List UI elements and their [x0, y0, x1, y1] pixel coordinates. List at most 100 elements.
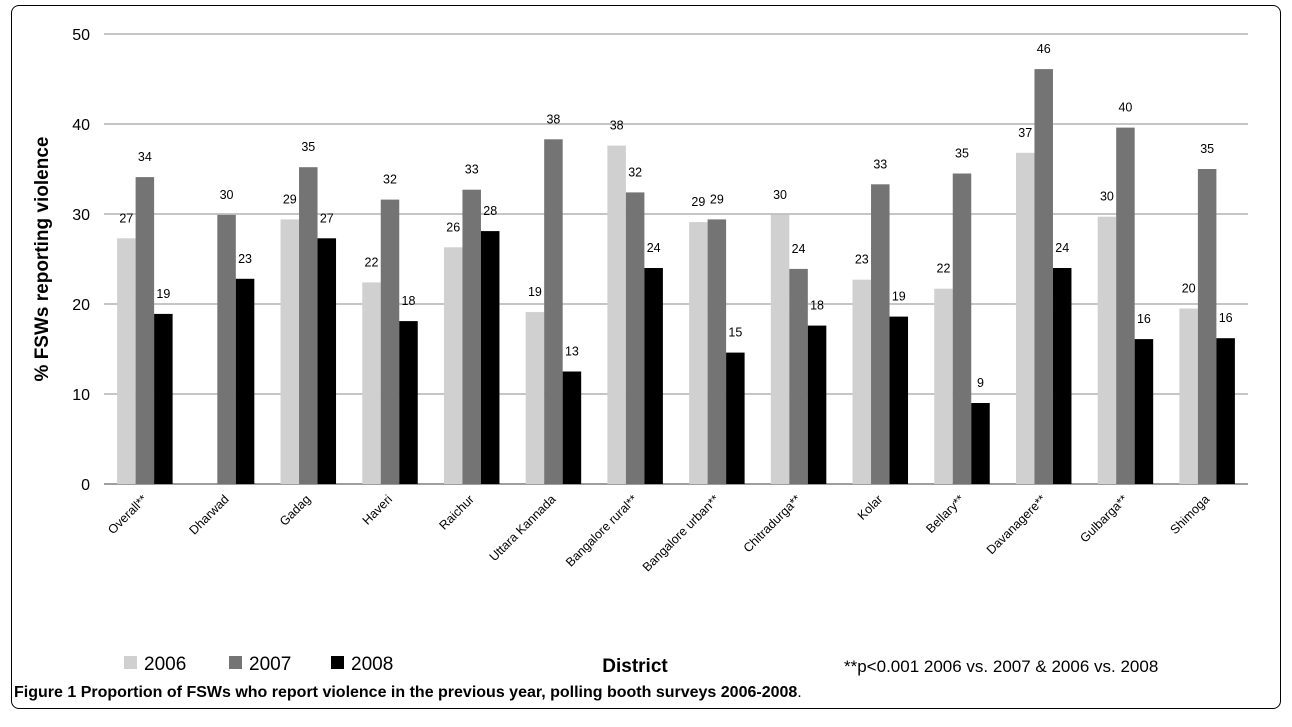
- bar-chart: 0 10 20 30 40 50 27 34 19 30 23 29 35 27 22 32 18 26 33 28…: [32, 27, 1248, 677]
- bar-2006: [443, 247, 463, 484]
- bar-2006: [1097, 216, 1117, 484]
- data-label: 9: [977, 376, 984, 390]
- bar-2008: [644, 268, 663, 484]
- figure-caption-text: Proportion of FSWs who report violence i…: [80, 684, 798, 701]
- data-label: 46: [1037, 42, 1051, 56]
- category-label: Uttara Kannada: [487, 492, 559, 564]
- bar-2006: [934, 288, 953, 484]
- legend-swatch-2006: [124, 656, 137, 669]
- bar-2007: [462, 189, 481, 484]
- bar-2006: [770, 214, 790, 484]
- category-label: Dharwad: [186, 492, 231, 537]
- data-label: 19: [156, 287, 170, 301]
- legend-label-2007: 2007: [249, 654, 291, 675]
- legend-label-2008: 2008: [351, 654, 393, 675]
- bar-2007: [1197, 169, 1217, 484]
- data-label: 18: [402, 294, 416, 308]
- data-label: 19: [528, 285, 542, 299]
- category-label: Bangalore rural**: [563, 492, 640, 569]
- data-label: 35: [301, 140, 315, 154]
- category-label: Gadag: [277, 492, 313, 528]
- bar-2006: [525, 312, 545, 484]
- data-labels: 27 34 19 30 23 29 35 27 22 32 18 26 33 28 19 38 13 38 32 24…: [119, 42, 1232, 390]
- data-label: 16: [1219, 311, 1233, 325]
- significance-note: **p<0.001 2006 vs. 2007 & 2006 vs. 2008: [844, 657, 1158, 676]
- bar-2008: [807, 325, 827, 484]
- category-label: Chitradurga**: [741, 492, 804, 555]
- bar-2006: [1015, 152, 1035, 485]
- data-label: 38: [546, 112, 560, 126]
- bar-2007: [544, 139, 563, 485]
- data-label: 30: [773, 188, 787, 202]
- bar-2006: [1179, 308, 1198, 484]
- data-label: 23: [238, 252, 252, 266]
- bar-2007: [625, 192, 645, 484]
- category-label: Raichur: [436, 492, 476, 532]
- category-label: Overall**: [105, 492, 150, 537]
- x-axis-title: District: [602, 656, 668, 677]
- data-label: 13: [565, 345, 579, 359]
- legend: 2006 2007 2008: [124, 654, 393, 675]
- bar-2007: [871, 184, 890, 485]
- bar-2008: [480, 231, 500, 484]
- bar-2008: [971, 403, 990, 484]
- bar-2007: [135, 177, 155, 484]
- y-tick-label: 20: [72, 297, 90, 314]
- data-label: 35: [955, 147, 969, 161]
- data-label: 24: [792, 242, 806, 256]
- data-label: 18: [810, 299, 824, 313]
- figure-caption: Figure 1 Proportion of FSWs who report v…: [14, 684, 802, 702]
- data-label: 22: [365, 255, 379, 269]
- data-label: 29: [283, 192, 297, 206]
- y-axis-title: % FSWs reporting violence: [32, 137, 53, 382]
- data-label: 26: [446, 220, 460, 234]
- data-label: 15: [728, 326, 742, 340]
- bar-2007: [380, 199, 400, 484]
- bar-2006: [362, 282, 381, 484]
- y-tick-label: 50: [72, 27, 90, 44]
- data-label: 32: [383, 173, 397, 187]
- data-label: 20: [1182, 282, 1196, 296]
- bar-2007: [707, 219, 727, 484]
- bar-2008: [562, 371, 582, 484]
- bar-2008: [399, 321, 418, 484]
- bar-2006: [280, 219, 300, 484]
- category-label: Bangalore urban**: [640, 492, 722, 574]
- data-label: 37: [1018, 126, 1032, 140]
- bar-2007: [1034, 69, 1053, 484]
- bar-2008: [317, 238, 337, 484]
- legend-swatch-2008: [331, 656, 344, 669]
- data-label: 27: [320, 211, 334, 225]
- data-label: 35: [1200, 142, 1214, 156]
- bar-2007: [217, 214, 236, 484]
- data-label: 30: [1100, 190, 1114, 204]
- caption-period: .: [797, 684, 802, 701]
- data-label: 24: [1055, 241, 1069, 255]
- bar-2007: [789, 268, 808, 484]
- bar-2008: [726, 352, 745, 484]
- category-label: Shimoga: [1167, 492, 1212, 537]
- data-label: 34: [138, 150, 152, 164]
- data-label: 38: [610, 119, 624, 133]
- data-label: 29: [691, 195, 705, 209]
- y-tick-labels: 0 10 20 30 40 50: [72, 27, 90, 494]
- y-tick-label: 40: [72, 117, 90, 134]
- data-label: 23: [855, 253, 869, 267]
- data-label: 40: [1118, 101, 1132, 115]
- legend-swatch-2007: [229, 656, 242, 669]
- data-label: 16: [1137, 312, 1151, 326]
- bar-2006: [117, 238, 136, 484]
- category-label: Bellary**: [923, 492, 967, 536]
- figure-frame: [11, 5, 1281, 709]
- category-label: Davanagere**: [984, 492, 1049, 557]
- data-label: 19: [892, 290, 906, 304]
- bar-2006: [852, 279, 872, 484]
- y-tick-label: 0: [81, 477, 90, 494]
- bar-2008: [1134, 339, 1154, 484]
- category-label: Gulbarga**: [1077, 492, 1130, 545]
- legend-label-2006: 2006: [144, 654, 186, 675]
- y-tick-label: 30: [72, 207, 90, 224]
- category-label: Kolar: [855, 492, 886, 523]
- y-tick-label: 10: [72, 387, 90, 404]
- data-label: 24: [647, 241, 661, 255]
